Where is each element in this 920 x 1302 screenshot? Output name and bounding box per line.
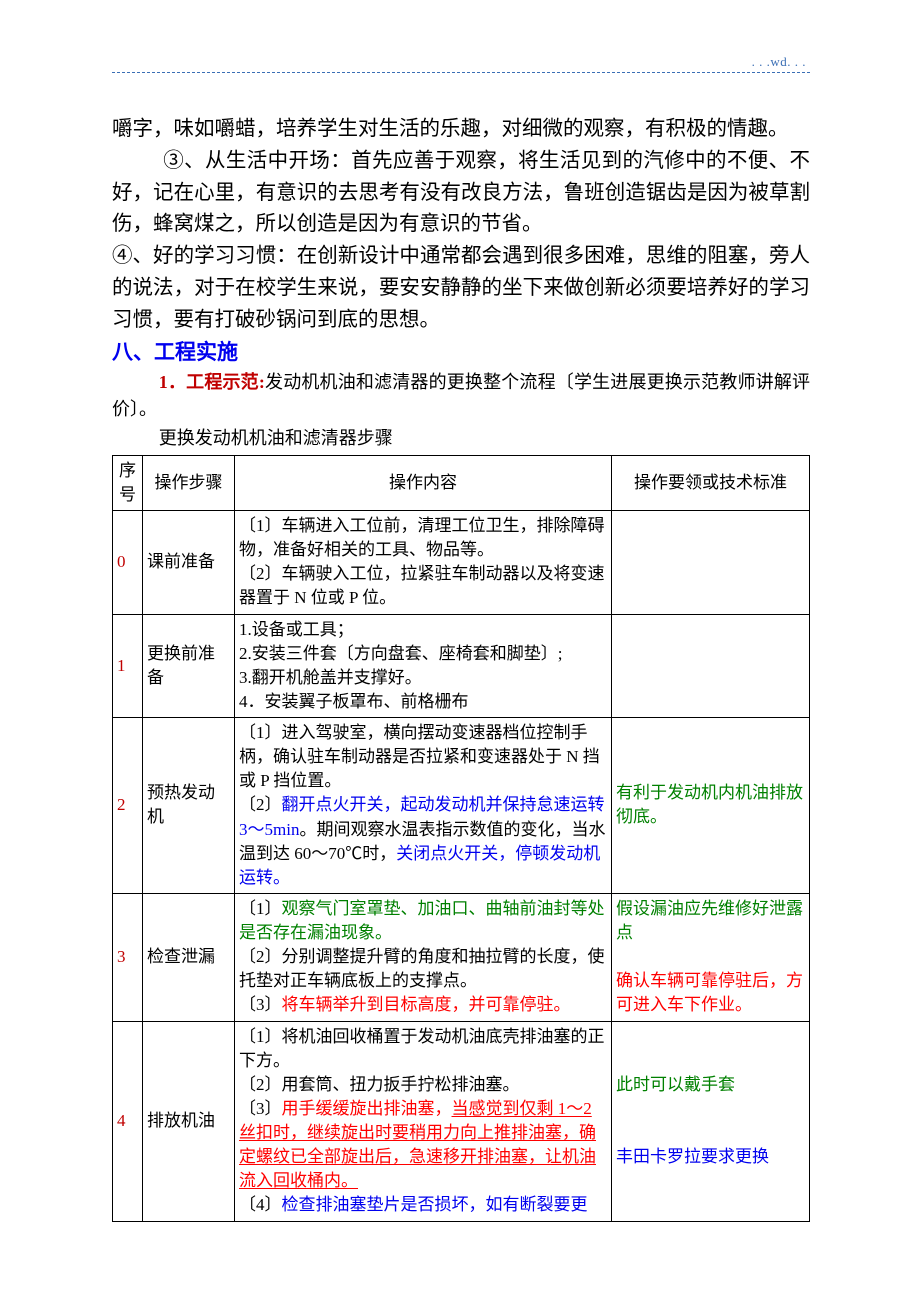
steps-table: 序号 操作步骤 操作内容 操作要领或技术标准 0课前准备〔1〕车辆进入工位前，清…	[112, 455, 810, 1222]
cell-std: 有利于发动机内机油排放彻底。	[612, 718, 810, 894]
cell-step: 更换前准备	[143, 614, 235, 718]
header-divider	[112, 72, 810, 73]
paragraph-3: ④、好的学习习惯：在创新设计中通常都会遇到很多困难，思维的阻塞，旁人的说法，对于…	[112, 241, 810, 336]
th-step: 操作步骤	[143, 455, 235, 510]
subhead-num: 1．	[159, 372, 186, 392]
table-row: 1更换前准备1.设备或工具；2.安装三件套〔方向盘套、座椅套和脚垫〕;3.翻开机…	[113, 614, 810, 718]
subhead: 1．工程示范:发动机机油和滤清器的更换整个流程〔学生进展更换示范教师讲解评价〕。	[112, 369, 810, 423]
table-row: 2预热发动机〔1〕进入驾驶室，横向摆动变速器档位控制手柄，确认驻车制动器是否拉紧…	[113, 718, 810, 894]
cell-seq: 1	[113, 614, 143, 718]
table-row: 4排放机油〔1〕将机油回收桶置于发动机油底壳排油塞的正下方。〔2〕用套筒、扭力扳…	[113, 1021, 810, 1221]
table-header-row: 序号 操作步骤 操作内容 操作要领或技术标准	[113, 455, 810, 510]
cell-std	[612, 614, 810, 718]
th-std: 操作要领或技术标准	[612, 455, 810, 510]
header-watermark: . . .wd. . .	[752, 54, 806, 70]
document-body: 嚼字，味如嚼蜡，培养学生对生活的乐趣，对细微的观察，有积极的情趣。 ③、从生活中…	[112, 114, 810, 1222]
cell-content: 〔1〕进入驾驶室，横向摆动变速器档位控制手柄，确认驻车制动器是否拉紧和变速器处于…	[235, 718, 612, 894]
cell-std: 假设漏油应先维修好泄露点 确认车辆可靠停驻后，方可进入车下作业。	[612, 893, 810, 1021]
section-heading: 八、工程实施	[112, 336, 810, 369]
cell-std: 此时可以戴手套 丰田卡罗拉要求更换	[612, 1021, 810, 1221]
th-seq: 序号	[113, 455, 143, 510]
cell-content: 〔1〕车辆进入工位前，清理工位卫生，排除障碍物，准备好相关的工具、物品等。〔2〕…	[235, 511, 612, 615]
paragraph-2: ③、从生活中开场：首先应善于观察，将生活见到的汽修中的不便、不好，记在心里，有意…	[112, 146, 810, 241]
subhead-label: 工程示范:	[186, 372, 265, 392]
cell-std	[612, 511, 810, 615]
cell-seq: 2	[113, 718, 143, 894]
cell-step: 课前准备	[143, 511, 235, 615]
cell-seq: 4	[113, 1021, 143, 1221]
cell-seq: 0	[113, 511, 143, 615]
cell-content: 〔1〕将机油回收桶置于发动机油底壳排油塞的正下方。〔2〕用套筒、扭力扳手拧松排油…	[235, 1021, 612, 1221]
paragraph-1: 嚼字，味如嚼蜡，培养学生对生活的乐趣，对细微的观察，有积极的情趣。	[112, 114, 810, 146]
cell-seq: 3	[113, 893, 143, 1021]
table-row: 0课前准备〔1〕车辆进入工位前，清理工位卫生，排除障碍物，准备好相关的工具、物品…	[113, 511, 810, 615]
cell-step: 预热发动机	[143, 718, 235, 894]
table-row: 3检查泄漏〔1〕观察气门室罩垫、加油口、曲轴前油封等处是否存在漏油现象。〔2〕分…	[113, 893, 810, 1021]
cell-step: 检查泄漏	[143, 893, 235, 1021]
table-caption: 更换发动机机油和滤清器步骤	[112, 425, 810, 453]
table-body: 0课前准备〔1〕车辆进入工位前，清理工位卫生，排除障碍物，准备好相关的工具、物品…	[113, 511, 810, 1222]
cell-content: 1.设备或工具；2.安装三件套〔方向盘套、座椅套和脚垫〕;3.翻开机舱盖并支撑好…	[235, 614, 612, 718]
cell-content: 〔1〕观察气门室罩垫、加油口、曲轴前油封等处是否存在漏油现象。〔2〕分别调整提升…	[235, 893, 612, 1021]
th-content: 操作内容	[235, 455, 612, 510]
cell-step: 排放机油	[143, 1021, 235, 1221]
